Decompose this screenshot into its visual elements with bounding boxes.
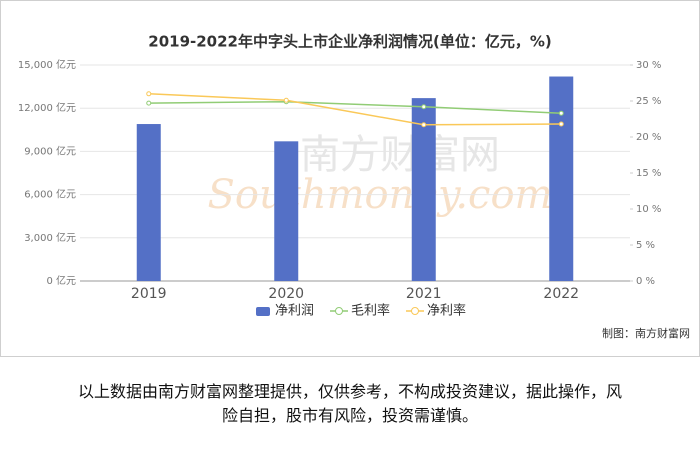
bar (549, 76, 574, 282)
credit: 制图：南方财富网 (602, 326, 690, 340)
y-tick-label: 9,000 亿元 (24, 144, 76, 157)
legend-label: 毛利率 (351, 303, 390, 319)
point (283, 97, 289, 103)
point (421, 122, 427, 128)
line (148, 100, 562, 114)
chart: 2019-2022年中字头上市企业净利润情况(单位：亿元，%) 南方财富网 So… (18, 33, 690, 341)
x-tick-label: 2021 (406, 286, 442, 302)
disclaimer-line: 以上数据由南方财富网整理提供，仅供参考，不构成投资建议，据此操作，风 (77, 382, 622, 401)
bar (411, 98, 436, 282)
disclaimer-line: 险自担，股市有风险，投资需谨慎。 (221, 406, 478, 425)
point (421, 104, 427, 110)
x-tick-label: 2022 (543, 286, 579, 302)
y-tick-label: 15,000 亿元 (18, 58, 76, 71)
y2-tick-label: 20 % (636, 132, 661, 143)
y-tick-label: 6,000 亿元 (24, 188, 76, 201)
legend-swatch (335, 307, 343, 315)
x-tick-label: 2020 (268, 286, 304, 302)
bar (136, 124, 161, 281)
legend-swatch (411, 307, 419, 315)
y2-tick-label: 0 % (636, 276, 655, 287)
point (558, 110, 564, 116)
y2-tick-label: 15 % (636, 168, 661, 179)
chart-title: 2019-2022年中字头上市企业净利润情况(单位：亿元，%) (148, 33, 551, 51)
disclaimer: 以上数据由南方财富网整理提供，仅供参考，不构成投资建议，据此操作，风 险自担，股… (0, 380, 700, 428)
point (146, 91, 152, 97)
point (146, 100, 152, 106)
y-tick-label: 3,000 亿元 (24, 231, 76, 244)
x-tick-label: 2019 (131, 286, 167, 302)
line (148, 93, 562, 126)
point (558, 121, 564, 127)
y-tick-label: 12,000 亿元 (18, 101, 76, 114)
y-tick-label: 0 亿元 (46, 274, 76, 287)
y2-tick-label: 10 % (636, 204, 661, 215)
legend-swatch (256, 307, 270, 316)
legend-label: 净利率 (427, 303, 466, 319)
y2-tick-label: 25 % (636, 96, 661, 107)
bar (274, 141, 299, 281)
y2-tick-label: 5 % (636, 240, 655, 251)
legend-label: 净利润 (275, 304, 314, 319)
y2-tick-label: 30 % (636, 60, 661, 71)
watermark: 南方财富网 (300, 132, 500, 178)
